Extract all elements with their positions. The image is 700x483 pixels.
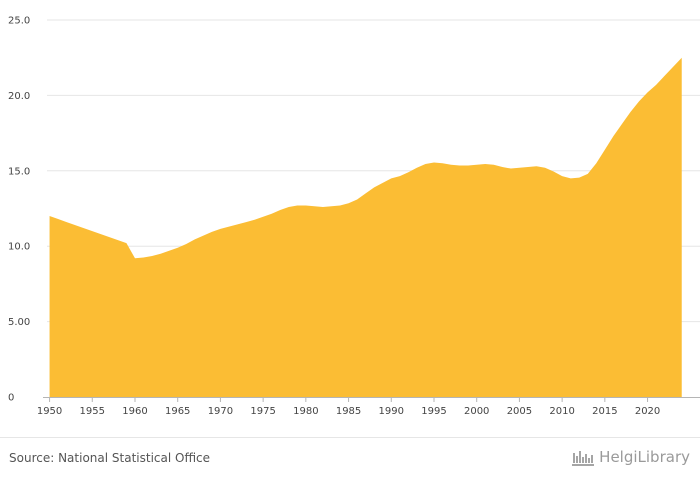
x-tick-label: 1965 [165, 406, 190, 417]
x-tick-label: 1970 [208, 406, 233, 417]
footer-divider [0, 437, 700, 438]
brand-logo[interactable]: HelgiLibrary [571, 448, 690, 466]
area-layer [49, 57, 682, 397]
x-tick-label: 2000 [464, 406, 489, 417]
x-tick-label: 1980 [293, 406, 318, 417]
area-chart: 0 5.00 10.0 15.0 20.0 25.0 1950 1955 1960 1965 197… [8, 16, 700, 417]
x-tick-label: 1950 [37, 406, 62, 417]
x-tick-label: 1955 [80, 406, 105, 417]
y-tick-label: 5.00 [8, 317, 30, 328]
area-series-value [49, 57, 682, 397]
y-tick-label: 15.0 [8, 166, 30, 177]
x-tick-label: 1960 [122, 406, 147, 417]
x-tick-label: 2010 [549, 406, 574, 417]
y-tick-label: 25.0 [8, 16, 30, 27]
axis-layer: 0 5.00 10.0 15.0 20.0 25.0 1950 1955 1960 1965 197… [8, 16, 700, 417]
x-tick-label: 1995 [421, 406, 446, 417]
x-tick-label: 2015 [592, 406, 617, 417]
y-tick-label: 20.0 [8, 91, 30, 102]
x-tick-label: 2005 [507, 406, 532, 417]
y-tick-label: 0 [8, 393, 14, 404]
library-icon [572, 451, 595, 466]
x-tick-label: 1975 [250, 406, 275, 417]
source-note: Source: National Statistical Office [9, 451, 211, 465]
x-tick-label: 2020 [635, 406, 660, 417]
brand-name: HelgiLibrary [599, 448, 690, 466]
y-tick-label: 10.0 [8, 242, 30, 253]
x-tick-label: 1990 [379, 406, 404, 417]
x-tick-label: 1985 [336, 406, 361, 417]
